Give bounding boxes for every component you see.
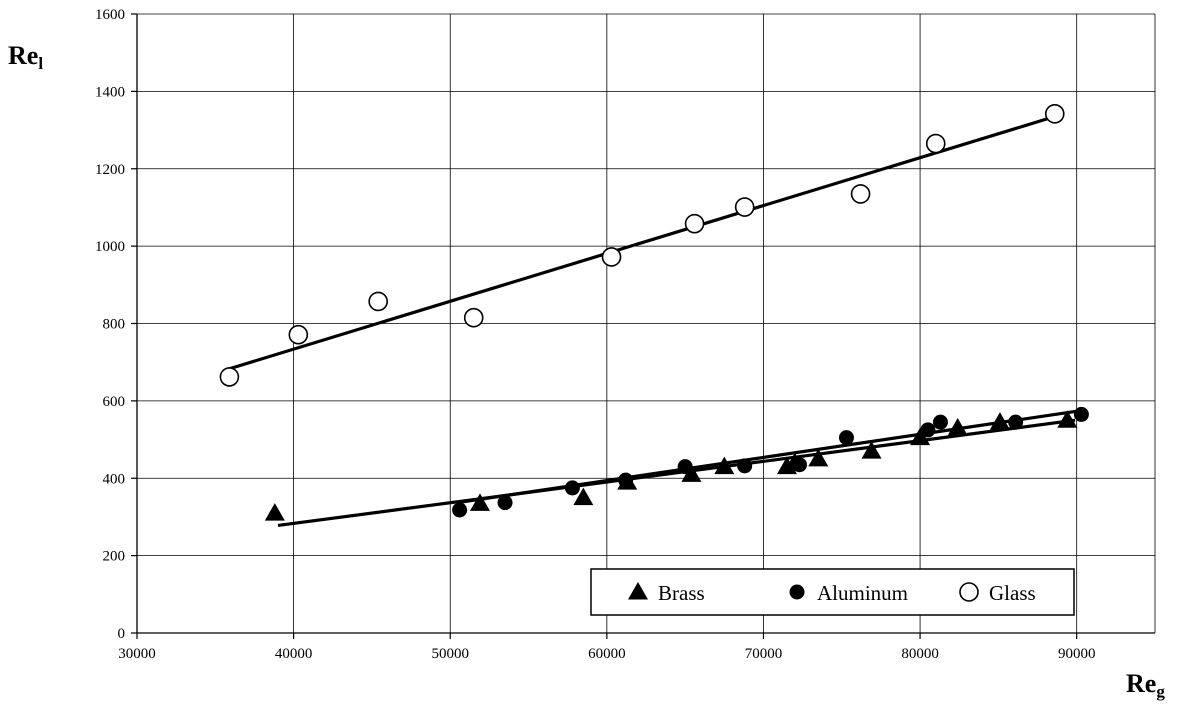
aluminum-point <box>932 414 948 430</box>
y-tick-label: 1000 <box>95 239 125 255</box>
y-tick-label: 400 <box>103 471 126 487</box>
aluminum-point <box>737 458 753 474</box>
y-tick-label: 800 <box>103 317 126 333</box>
glass-trend-line <box>228 114 1056 371</box>
brass-point <box>1057 410 1078 428</box>
brass-point <box>989 412 1010 430</box>
brass-point <box>861 441 882 459</box>
glass-point <box>850 184 871 204</box>
legend-box <box>590 568 1075 616</box>
brass-point <box>681 464 702 482</box>
axes <box>131 13 1155 639</box>
glass-point <box>601 247 622 267</box>
brass-point <box>808 448 829 467</box>
glass-point <box>219 367 240 387</box>
y-tick-label: 200 <box>103 549 126 565</box>
y-tick-label: 0 <box>118 626 126 642</box>
y-tick-labels: 0 200 400 600 800 1000 1200 1400 1600 <box>95 7 125 642</box>
glass-point <box>684 213 705 234</box>
y-tick-label: 600 <box>103 394 126 410</box>
glass-point <box>368 291 388 312</box>
x-tick-label: 60000 <box>588 646 626 662</box>
aluminum-point <box>677 459 693 475</box>
legend: Brass Aluminum Glass <box>590 568 1075 616</box>
glass-point <box>1044 104 1065 124</box>
aluminum-point <box>1073 406 1089 422</box>
glass-point <box>288 324 309 345</box>
grid-lines <box>137 13 1156 633</box>
brass-point <box>947 417 968 436</box>
brass-point <box>264 503 285 521</box>
x-tick-label: 40000 <box>275 646 313 662</box>
aluminum-point <box>1008 414 1024 430</box>
fit-lines <box>228 114 1082 528</box>
brass-point <box>910 427 931 446</box>
data-points <box>219 104 1089 521</box>
y-tick-label: 1200 <box>95 162 125 178</box>
glass-point <box>734 197 755 217</box>
aluminum-point <box>618 472 634 488</box>
legend-glass-marker <box>959 582 979 602</box>
x-tick-labels: 30000 40000 50000 60000 70000 80000 90000 <box>118 646 1095 662</box>
x-tick-label: 30000 <box>118 646 156 662</box>
aluminum-point <box>791 457 807 473</box>
aluminum-trend-line <box>459 408 1082 504</box>
x-tick-label: 80000 <box>901 646 939 662</box>
aluminum-point <box>920 422 936 438</box>
legend-brass-label: Brass <box>658 581 705 605</box>
brass-trend-line <box>277 418 1076 528</box>
y-tick-label: 1400 <box>95 84 125 100</box>
x-tick-label: 50000 <box>431 646 469 662</box>
glass-point <box>925 133 946 154</box>
aluminum-point <box>497 495 513 511</box>
x-tick-label: 90000 <box>1058 646 1096 662</box>
legend-aluminum-label: Aluminum <box>817 581 908 605</box>
aluminum-point <box>564 480 580 496</box>
aluminum-point <box>452 502 468 518</box>
aluminum-point <box>838 430 854 446</box>
legend-aluminum-marker <box>789 584 805 600</box>
brass-point <box>714 456 735 475</box>
brass-point <box>573 487 594 506</box>
y-tick-label: 1600 <box>95 7 125 23</box>
glass-point <box>463 307 484 328</box>
y-axis-title: Rel <box>8 41 43 73</box>
x-axis-title: Reg <box>1126 669 1165 701</box>
legend-brass-marker <box>628 582 648 600</box>
x-tick-label: 70000 <box>745 646 783 662</box>
legend-glass-label: Glass <box>989 581 1036 605</box>
brass-point <box>469 493 490 511</box>
